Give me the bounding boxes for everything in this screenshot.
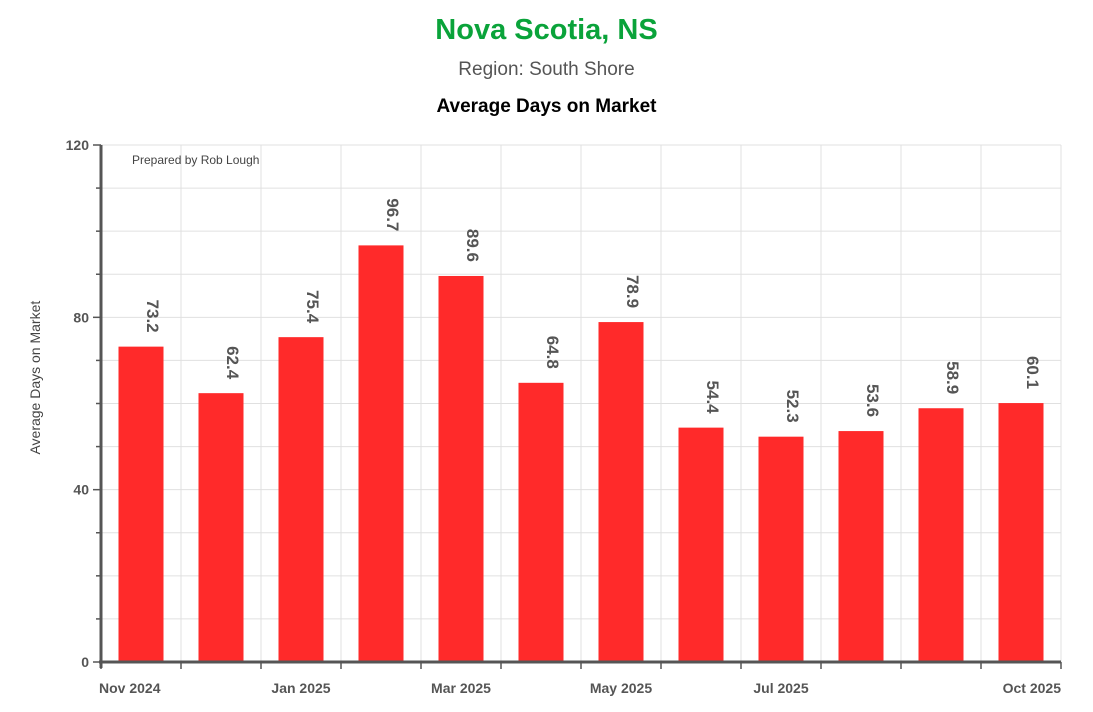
value-labels: 73.2 62.4 75.4 96.7 89.6 64.8 78.9 54.4 52.3 53.6… <box>143 198 1042 422</box>
x-tick-label: May 2025 <box>590 680 652 696</box>
bar <box>598 322 644 662</box>
bar <box>438 275 484 662</box>
x-tick-label: Jan 2025 <box>271 680 330 696</box>
x-tick-label: Jul 2025 <box>753 680 808 696</box>
y-tick-label: 120 <box>66 137 90 153</box>
bar-value-label: 73.2 <box>143 300 162 333</box>
grid-lines <box>100 144 1062 663</box>
bar-value-label: 64.8 <box>543 336 562 369</box>
bar <box>358 245 404 663</box>
bar <box>758 436 804 662</box>
bar-value-label: 54.4 <box>703 381 722 415</box>
chart-subtitle: Region: South Shore <box>458 59 635 80</box>
bar-value-label: 96.7 <box>383 198 402 231</box>
bars <box>118 245 1044 663</box>
bar <box>278 337 324 662</box>
x-tick-label: Mar 2025 <box>431 680 491 696</box>
credit-text: Prepared by Rob Lough <box>132 153 259 167</box>
bar-value-label: 60.1 <box>1023 356 1042 389</box>
bar <box>118 346 164 662</box>
bar <box>998 403 1044 662</box>
x-tick-label: Nov 2024 <box>99 680 161 696</box>
bar <box>678 427 724 662</box>
bar <box>838 431 884 662</box>
bar-value-label: 58.9 <box>943 361 962 394</box>
bar <box>518 382 564 662</box>
bar-value-label: 62.4 <box>223 346 242 380</box>
bar-value-label: 53.6 <box>863 384 882 417</box>
chart-region-title: Nova Scotia, NS <box>435 14 658 46</box>
y-tick-label: 80 <box>73 309 89 325</box>
y-axis-label: Average Days on Market <box>27 301 43 455</box>
bar-value-label: 52.3 <box>783 390 802 423</box>
bar <box>198 393 244 662</box>
y-tick-label: 40 <box>73 482 89 498</box>
y-tick-label: 0 <box>81 654 89 670</box>
bar-value-label: 75.4 <box>303 290 322 324</box>
chart-title: Average Days on Market <box>436 96 657 117</box>
bar-value-label: 89.6 <box>463 229 482 262</box>
axes: 0 40 80 120 Nov 2024 Jan 2025 Mar 2025 May 2025… <box>66 137 1062 696</box>
x-tick-label: Oct 2025 <box>1003 680 1062 696</box>
bar <box>918 408 964 662</box>
bar-value-label: 78.9 <box>623 275 642 308</box>
